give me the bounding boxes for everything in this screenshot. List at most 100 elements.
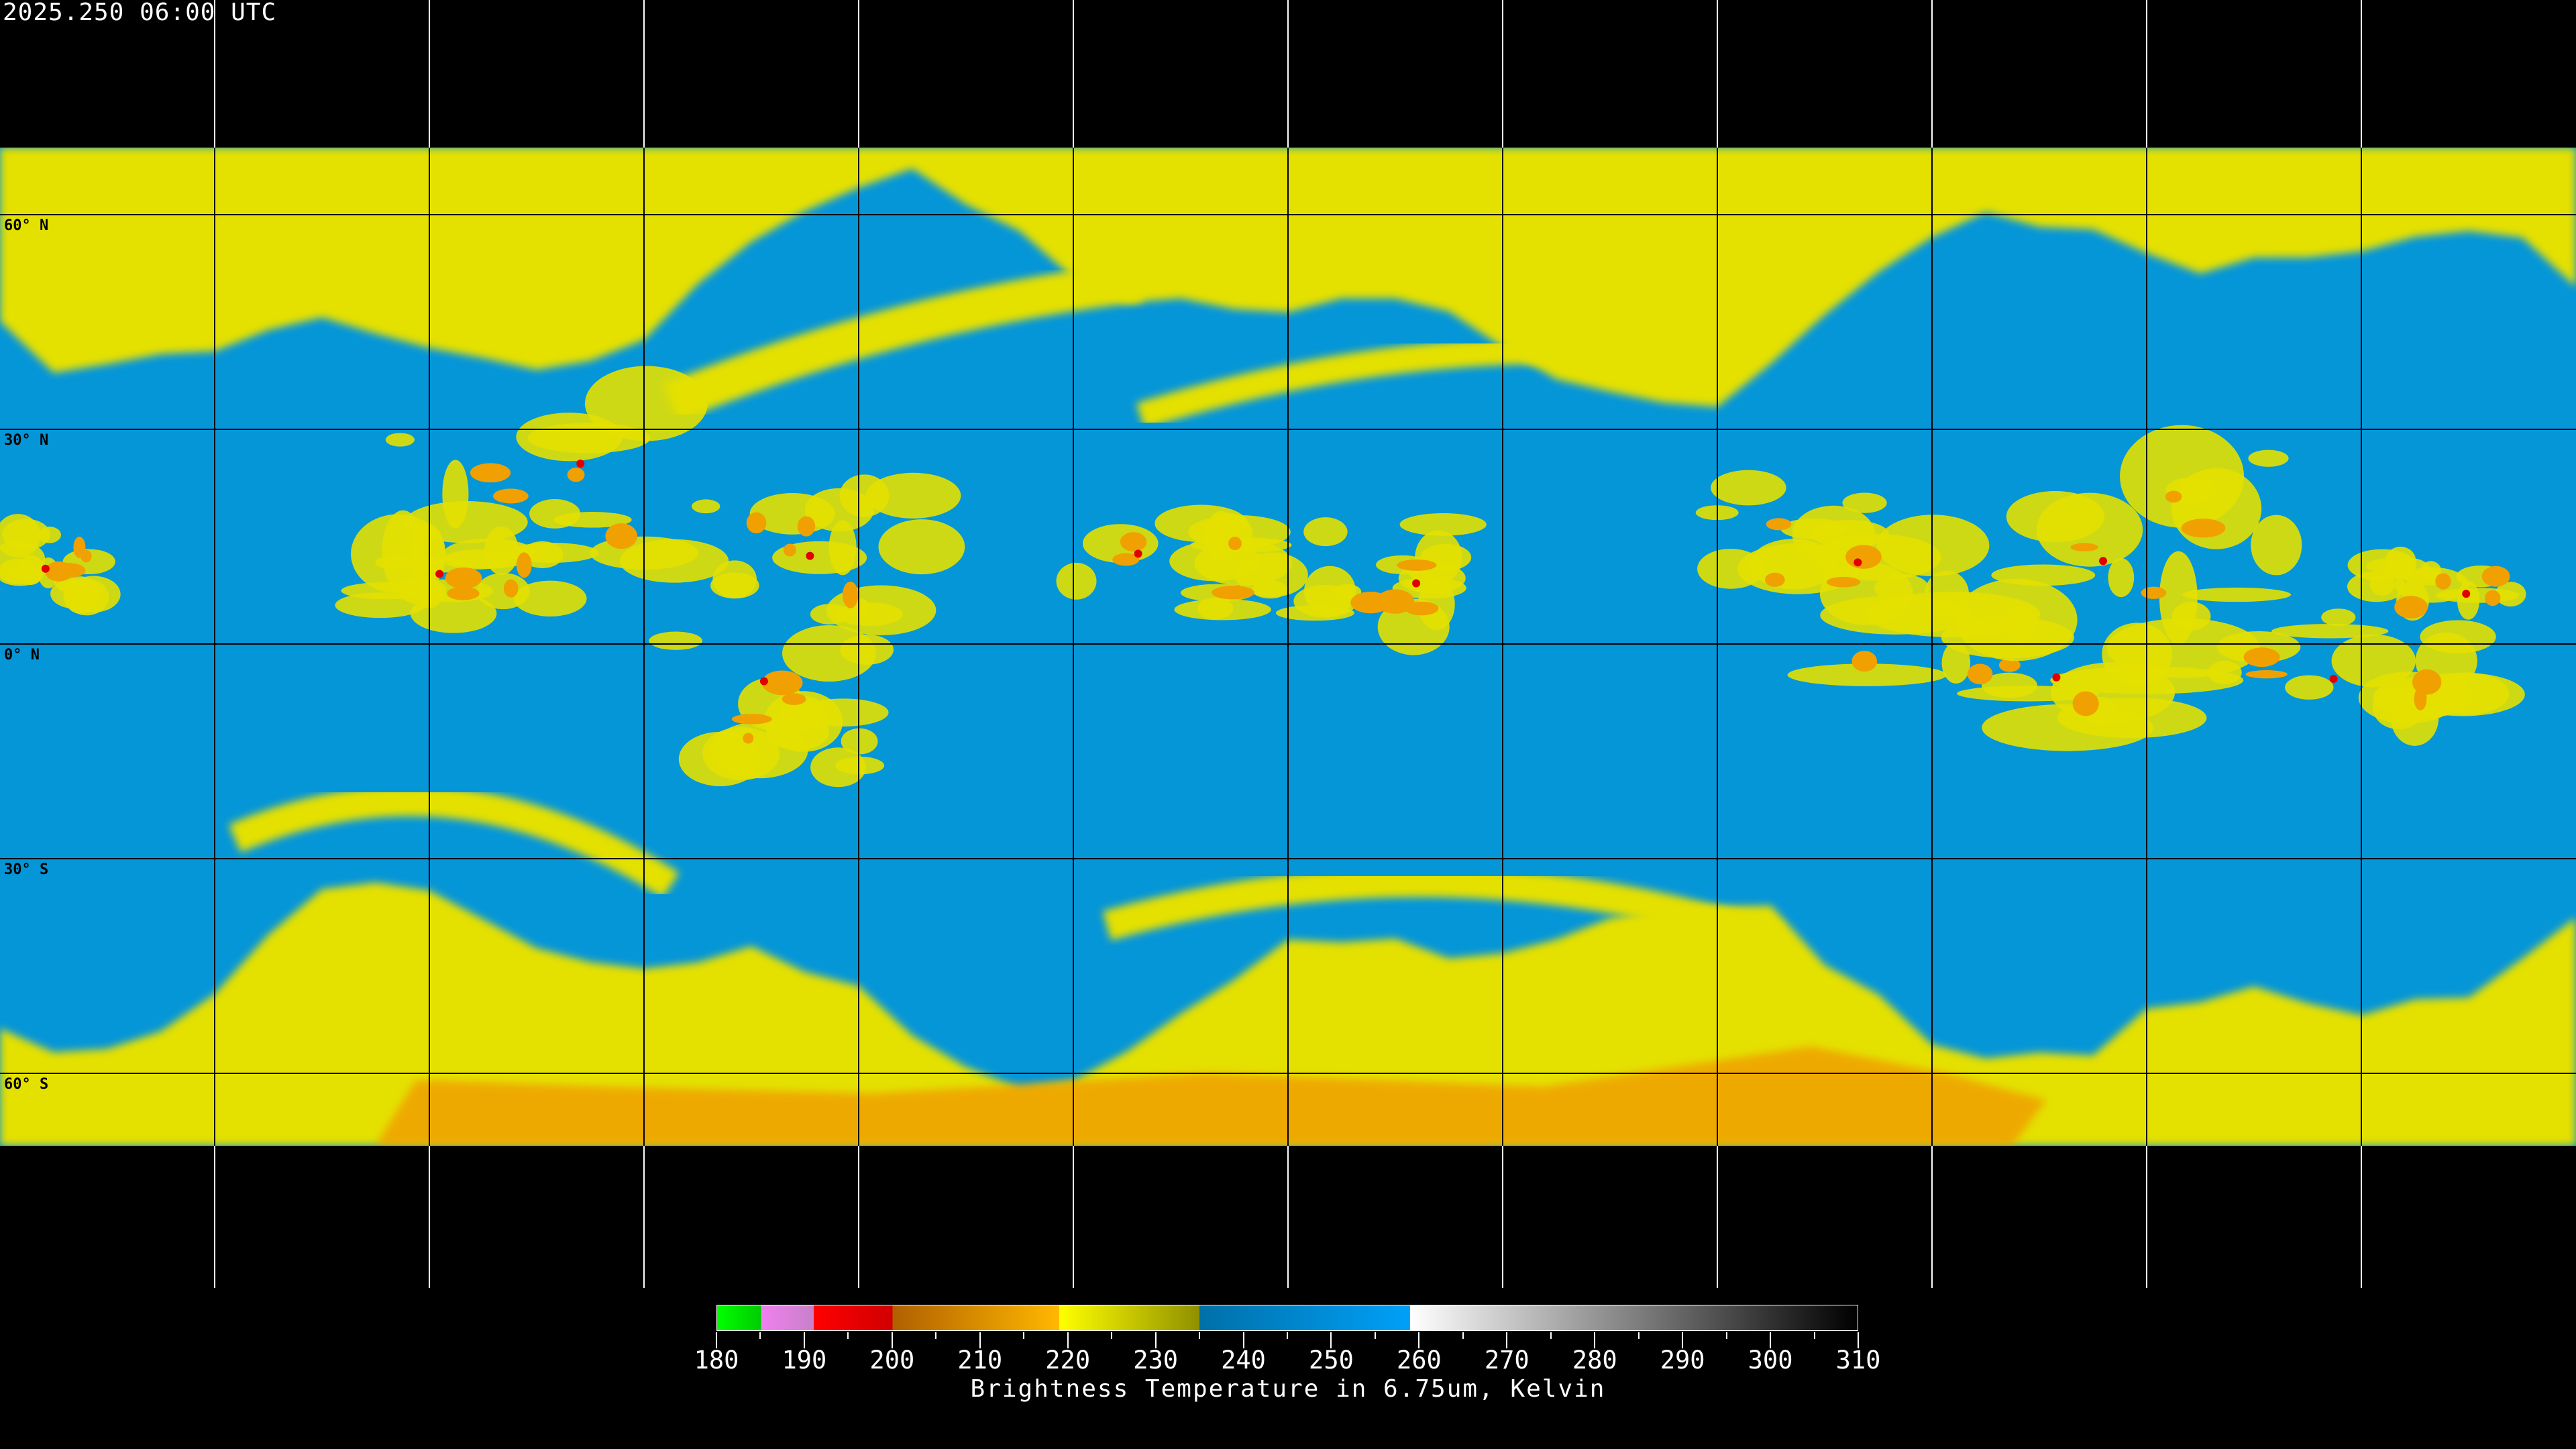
colorbar-tick bbox=[1155, 1332, 1157, 1348]
convection-cloud bbox=[341, 582, 432, 600]
colorbar-tick bbox=[1506, 1332, 1508, 1348]
convection-cloud bbox=[702, 727, 780, 780]
cold-cloud-top bbox=[1765, 572, 1785, 587]
cold-cloud-top bbox=[761, 670, 803, 696]
convection-cloud bbox=[2159, 551, 2198, 645]
cold-cloud-top bbox=[50, 563, 86, 578]
colorbar-tick-label: 290 bbox=[1660, 1346, 1705, 1375]
deep-convection-core bbox=[806, 551, 814, 560]
deep-convection-core bbox=[576, 460, 585, 468]
convection-cloud bbox=[410, 594, 497, 633]
cold-cloud-top bbox=[783, 543, 796, 557]
colorbar-tick bbox=[1418, 1332, 1420, 1348]
cold-cloud-top bbox=[2070, 543, 2098, 551]
water-vapor-map bbox=[0, 0, 2576, 1288]
colorbar-tick bbox=[979, 1332, 981, 1348]
convection-cloud bbox=[2331, 634, 2416, 688]
convection-cloud bbox=[0, 566, 42, 586]
convection-cloud bbox=[1056, 562, 1097, 600]
convection-cloud bbox=[1955, 578, 2078, 661]
colorbar-tick-label: 180 bbox=[694, 1346, 739, 1375]
cold-cloud-top bbox=[782, 693, 806, 705]
colorbar-tick bbox=[1111, 1332, 1113, 1339]
colorbar-tick bbox=[1638, 1332, 1640, 1339]
satellite-imagery bbox=[0, 148, 2576, 1146]
colorbar-tick bbox=[1550, 1332, 1552, 1339]
colorbar-tick-label: 250 bbox=[1309, 1346, 1354, 1375]
convection-cloud bbox=[2120, 425, 2245, 528]
colorbar-tick bbox=[891, 1332, 893, 1348]
deep-convection-core bbox=[435, 570, 444, 578]
cold-cloud-top bbox=[447, 586, 480, 600]
latitude-label: 30° N bbox=[4, 432, 49, 449]
convection-cloud bbox=[1982, 672, 2037, 698]
cold-cloud-top bbox=[842, 582, 859, 608]
timestamp-title: 2025.250 06:00 UTC bbox=[3, 0, 277, 26]
convection-cloud bbox=[1275, 605, 1354, 621]
deep-convection-core bbox=[1854, 558, 1862, 567]
convection-cloud bbox=[810, 604, 850, 625]
cold-cloud-top bbox=[80, 549, 92, 563]
colorbar-tick bbox=[759, 1332, 761, 1339]
cold-cloud-top bbox=[2243, 647, 2280, 667]
convection-cloud bbox=[2285, 675, 2334, 700]
jet-stream-moisture bbox=[1102, 867, 1782, 954]
convection-cloud bbox=[405, 501, 528, 543]
deep-convection-core bbox=[1134, 549, 1142, 558]
cold-cloud-top bbox=[516, 552, 532, 578]
colorbar-tick bbox=[1242, 1332, 1244, 1348]
cold-cloud-top bbox=[2072, 691, 2099, 716]
cold-cloud-top bbox=[2394, 596, 2428, 619]
convection-cloud bbox=[865, 472, 961, 519]
cold-cloud-top bbox=[2245, 669, 2288, 679]
cold-cloud-top bbox=[1112, 553, 1140, 566]
convection-cloud bbox=[1417, 578, 1455, 631]
cold-cloud-top bbox=[746, 512, 767, 534]
colorbar-tick bbox=[716, 1332, 717, 1348]
convection-cloud bbox=[2216, 631, 2301, 663]
cold-cloud-top bbox=[1397, 559, 1437, 571]
convection-cloud bbox=[1941, 642, 1971, 684]
cold-cloud-top bbox=[1826, 576, 1861, 588]
colorbar-tick bbox=[935, 1332, 937, 1339]
colorbar bbox=[716, 1305, 1858, 1331]
colorbar-title: Brightness Temperature in 6.75um, Kelvin bbox=[970, 1375, 1606, 1403]
colorbar-tick bbox=[1374, 1332, 1376, 1339]
deep-convection-core bbox=[2099, 557, 2108, 566]
convection-cloud bbox=[38, 527, 62, 543]
cold-cloud-top bbox=[445, 567, 482, 589]
colorbar-tick bbox=[1287, 1332, 1288, 1339]
colorbar-tick bbox=[1770, 1332, 1772, 1348]
colorbar-tick-label: 310 bbox=[1835, 1346, 1881, 1375]
colorbar-tick bbox=[1462, 1332, 1464, 1339]
cold-cloud-top bbox=[2165, 490, 2182, 503]
cold-cloud-top bbox=[2485, 590, 2501, 606]
convection-cloud bbox=[1711, 470, 1786, 506]
convection-cloud bbox=[513, 580, 587, 616]
cold-cloud-top bbox=[1967, 663, 1993, 685]
convection-cloud bbox=[828, 520, 857, 576]
convection-cloud bbox=[2251, 515, 2302, 576]
convection-cloud bbox=[375, 555, 415, 570]
convection-cloud bbox=[2271, 624, 2389, 639]
colorbar-tick bbox=[1813, 1332, 1815, 1339]
convection-cloud bbox=[878, 519, 965, 575]
convection-cloud bbox=[1787, 663, 1947, 686]
cold-cloud-top bbox=[567, 467, 585, 482]
convection-cloud bbox=[1332, 584, 1362, 600]
convection-cloud bbox=[619, 539, 729, 583]
cold-cloud-top bbox=[503, 579, 519, 598]
colorbar-tick-label: 300 bbox=[1748, 1346, 1793, 1375]
colorbar-tick-label: 230 bbox=[1133, 1346, 1179, 1375]
convection-cloud bbox=[841, 728, 878, 755]
convection-cloud bbox=[1205, 511, 1237, 563]
convection-cloud bbox=[782, 625, 876, 682]
cold-cloud-top bbox=[605, 523, 638, 549]
convection-cloud bbox=[385, 433, 415, 447]
latitude-label: 60° N bbox=[4, 217, 49, 234]
convection-cloud bbox=[1842, 492, 1887, 513]
cold-cloud-top bbox=[797, 516, 816, 537]
jet-stream-moisture bbox=[1136, 337, 1746, 429]
cold-cloud-top bbox=[731, 714, 772, 724]
convection-cloud bbox=[2006, 490, 2104, 543]
